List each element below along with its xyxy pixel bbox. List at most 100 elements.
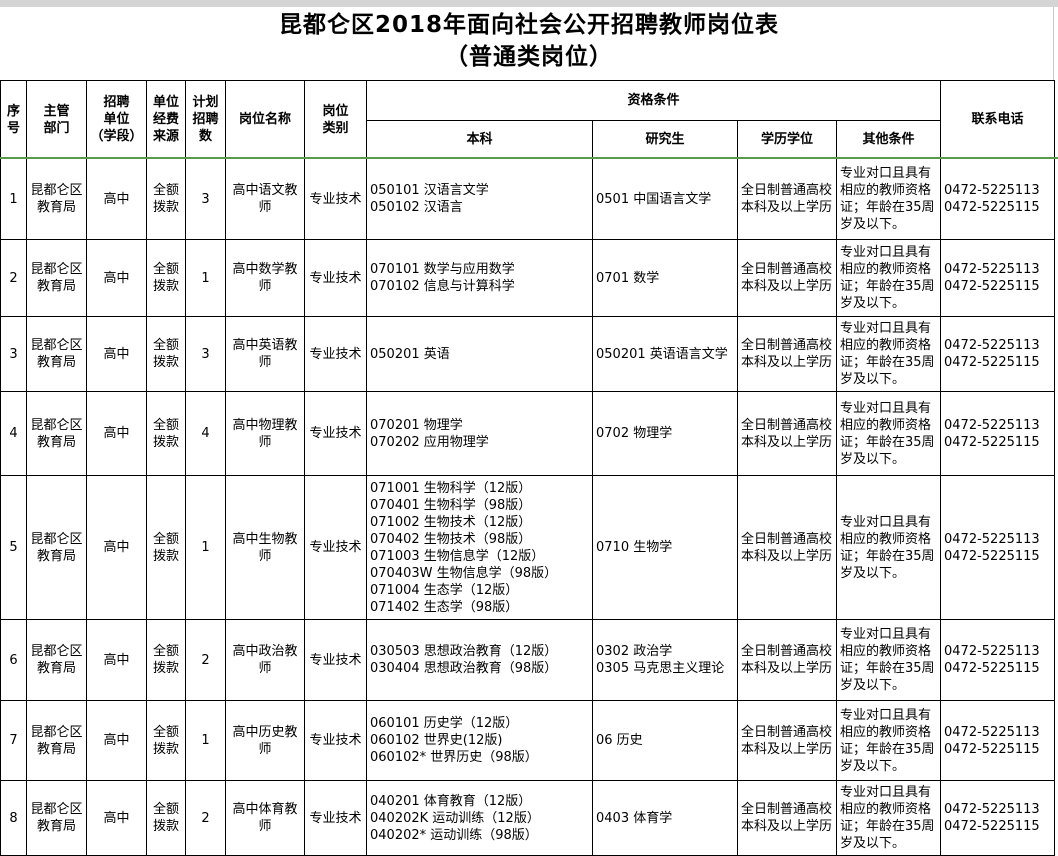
cell-funding: 全额 拨款 [146, 239, 186, 317]
cell-unit: 高中 [86, 391, 147, 476]
cell-seq: 6 [0, 619, 27, 701]
cell-position: 高中数学教师 [225, 239, 305, 317]
cell-unit: 高中 [86, 619, 147, 701]
cell-unit: 高中 [86, 316, 147, 392]
cell-count: 2 [185, 619, 226, 701]
cell-unit: 高中 [86, 158, 147, 240]
recruitment-table: 序 号 主管 部门 招聘 单位 （学段） 单位 经费 来源 计划 招聘 数 岗位… [0, 80, 1056, 856]
table-row: 5 昆都仑区 教育局 高中 全额 拨款 1 高中生物教师 专业技术 071001… [0, 475, 1056, 620]
spreadsheet-gridline [1053, 7, 1054, 80]
cell-count: 1 [185, 700, 226, 781]
header-graduate: 研究生 [592, 120, 738, 159]
header-phone: 联系电话 [940, 80, 1056, 159]
cell-dept: 昆都仑区 教育局 [26, 700, 87, 781]
cell-seq: 4 [0, 391, 27, 476]
header-row-2: 本科 研究生 学历学位 其他条件 [1, 120, 1055, 159]
cell-graduate: 0710 生物学 [592, 475, 738, 620]
table-row: 2 昆都仑区 教育局 高中 全额 拨款 1 高中数学教师 专业技术 070101… [0, 239, 1056, 317]
cell-dept: 昆都仑区 教育局 [26, 158, 87, 240]
cell-other: 专业对口且具有相应的教师资格证；年龄在35周岁及以下。 [835, 316, 942, 392]
cell-phone: 0472-5225113 0472-5225115 [940, 619, 1056, 701]
cell-phone: 0472-5225113 0472-5225115 [940, 700, 1056, 781]
cell-count: 2 [185, 780, 226, 856]
cell-dept: 昆都仑区 教育局 [26, 239, 87, 317]
cell-funding: 全额 拨款 [146, 780, 186, 856]
cell-funding: 全额 拨款 [146, 700, 186, 781]
header-position: 岗位名称 [225, 80, 305, 159]
cell-degree: 全日制普通高校本科及以上学历 [737, 239, 837, 317]
header-dept: 主管 部门 [26, 80, 87, 159]
cell-category: 专业技术 [304, 475, 367, 620]
cell-graduate: 0702 物理学 [592, 391, 738, 476]
cell-degree: 全日制普通高校本科及以上学历 [737, 391, 837, 476]
cell-degree: 全日制普通高校本科及以上学历 [737, 158, 837, 240]
cell-seq: 2 [0, 239, 27, 317]
cell-phone: 0472-5225113 0472-5225115 [940, 316, 1056, 392]
header-bachelor: 本科 [366, 120, 593, 159]
cell-funding: 全额 拨款 [146, 619, 186, 701]
cell-category: 专业技术 [304, 391, 367, 476]
cell-funding: 全额 拨款 [146, 475, 186, 620]
cell-category: 专业技术 [304, 700, 367, 781]
cell-bachelor: 050101 汉语言文学 050102 汉语言 [366, 158, 593, 240]
cell-degree: 全日制普通高校本科及以上学历 [737, 475, 837, 620]
cell-bachelor: 030503 思想政治教育（12版） 030404 思想政治教育（98版） [366, 619, 593, 701]
cell-bachelor: 060101 历史学（12版） 060102 世界史(12版) 060102* … [366, 700, 593, 781]
cell-count: 3 [185, 158, 226, 240]
cell-other: 专业对口且具有相应的教师资格证；年龄在35周岁及以下。 [835, 158, 942, 240]
cell-unit: 高中 [86, 780, 147, 856]
cell-funding: 全额 拨款 [146, 316, 186, 392]
table-row: 7 昆都仑区 教育局 高中 全额 拨款 1 高中历史教师 专业技术 060101… [0, 700, 1056, 781]
cell-seq: 8 [0, 780, 27, 856]
cell-other: 专业对口且具有相应的教师资格证；年龄在35周岁及以下。 [835, 780, 942, 856]
cell-graduate: 06 历史 [592, 700, 738, 781]
cell-position: 高中体育教师 [225, 780, 305, 856]
cell-seq: 7 [0, 700, 27, 781]
cell-bachelor: 040201 体育教育（12版） 040202K 运动训练（12版） 04020… [366, 780, 593, 856]
cell-dept: 昆都仑区 教育局 [26, 619, 87, 701]
cell-seq: 1 [0, 158, 27, 240]
cell-count: 4 [185, 391, 226, 476]
cell-graduate: 0501 中国语言文学 [592, 158, 738, 240]
title-line-1: 昆都仑区2018年面向社会公开招聘教师岗位表 [278, 12, 779, 38]
cell-count: 3 [185, 316, 226, 392]
cell-unit: 高中 [86, 239, 147, 317]
cell-other: 专业对口且具有相应的教师资格证；年龄在35周岁及以下。 [835, 239, 942, 317]
cell-category: 专业技术 [304, 780, 367, 856]
header-unit: 招聘 单位 （学段） [86, 80, 147, 159]
cell-category: 专业技术 [304, 316, 367, 392]
cell-count: 1 [185, 239, 226, 317]
cell-graduate: 0403 体育学 [592, 780, 738, 856]
table-row: 3 昆都仑区 教育局 高中 全额 拨款 3 高中英语教师 专业技术 050201… [0, 316, 1056, 392]
cell-bachelor: 071001 生物科学（12版） 070401 生物科学（98版） 071002… [366, 475, 593, 620]
cell-category: 专业技术 [304, 158, 367, 240]
header-degree: 学历学位 [737, 120, 837, 159]
header-count: 计划 招聘 数 [185, 80, 226, 159]
cell-category: 专业技术 [304, 239, 367, 317]
header-category: 岗位 类别 [304, 80, 367, 159]
cell-position: 高中物理教师 [225, 391, 305, 476]
cell-position: 高中英语教师 [225, 316, 305, 392]
cell-graduate: 0701 数学 [592, 239, 738, 317]
cell-graduate: 0302 政治学 0305 马克思主义理论 [592, 619, 738, 701]
cell-phone: 0472-5225113 0472-5225115 [940, 780, 1056, 856]
cell-other: 专业对口且具有相应的教师资格证；年龄在35周岁及以下。 [835, 391, 942, 476]
cell-other: 专业对口且具有相应的教师资格证；年龄在35周岁及以下。 [835, 475, 942, 620]
cell-other: 专业对口且具有相应的教师资格证；年龄在35周岁及以下。 [835, 619, 942, 701]
cell-unit: 高中 [86, 475, 147, 620]
table-row: 1 昆都仑区 教育局 高中 全额 拨款 3 高中语文教师 专业技术 050101… [0, 158, 1056, 240]
cell-phone: 0472-5225113 0472-5225115 [940, 239, 1056, 317]
cell-seq: 5 [0, 475, 27, 620]
title-line-2: （普通类岗位） [445, 44, 613, 70]
header-seq: 序 号 [0, 80, 27, 159]
cell-position: 高中政治教师 [225, 619, 305, 701]
table-row: 6 昆都仑区 教育局 高中 全额 拨款 2 高中政治教师 专业技术 030503… [0, 619, 1056, 701]
freeze-pane-line [0, 157, 1058, 159]
cell-seq: 3 [0, 316, 27, 392]
cell-funding: 全额 拨款 [146, 391, 186, 476]
cell-position: 高中生物教师 [225, 475, 305, 620]
header-other: 其他条件 [835, 120, 942, 159]
cell-funding: 全额 拨款 [146, 158, 186, 240]
cell-phone: 0472-5225113 0472-5225115 [940, 391, 1056, 476]
window-top-strip [0, 0, 1058, 7]
